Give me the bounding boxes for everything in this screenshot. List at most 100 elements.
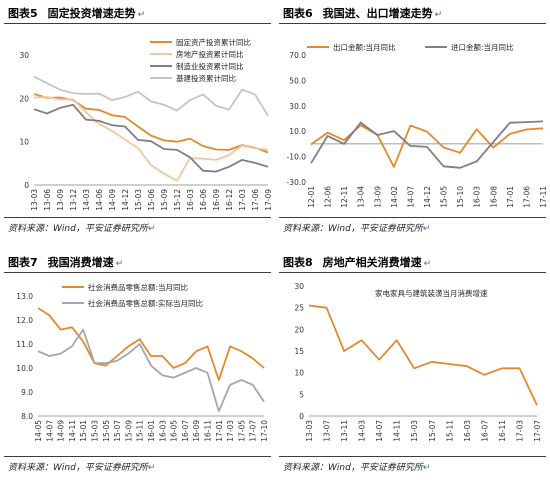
source-note: 资料来源：Wind，平安证券研究所↵ (8, 463, 156, 473)
title-rule (279, 23, 546, 24)
y-tick-label: 10.0 (16, 364, 33, 373)
x-tick-label: 15-03 (91, 420, 100, 442)
y-tick-label: 8.0 (21, 412, 33, 421)
x-tick-label: 15-09 (124, 420, 133, 442)
y-tick-label: 30.0 (289, 102, 306, 111)
x-tick-label: 17-01 (506, 186, 515, 208)
source-note: 资料来源：Wind，平安证券研究所↵ (283, 224, 431, 234)
x-tick-label: 16-01 (147, 420, 156, 442)
y-tick-label: 25 (294, 304, 304, 313)
source-note: 资料来源：Wind，平安证券研究所↵ (283, 463, 431, 473)
title-rule (4, 272, 271, 273)
x-tick-label: 14-07 (45, 420, 54, 442)
x-tick-label: 13-04 (357, 186, 366, 208)
x-tick-label: 15-09 (160, 189, 169, 211)
x-tick-label: 14-06 (95, 189, 104, 211)
y-tick-label: 5 (299, 390, 304, 399)
y-tick-label: 10 (19, 138, 29, 147)
series-line (308, 304, 538, 406)
title-rule (4, 23, 271, 24)
x-tick-label: 17-11 (539, 186, 548, 208)
y-tick-label: 20 (294, 325, 304, 334)
x-tick-label: 15-06 (147, 189, 156, 211)
x-tick-label: 17-03 (238, 189, 247, 211)
x-tick-label: 15-03 (134, 189, 143, 211)
panel-title: 图表7 我国消费增速 ↵ (8, 256, 124, 269)
x-tick-label: 13-06 (43, 189, 52, 211)
panel-real-estate-consumption: 图表8 房地产相关消费增速 ↵ 30 25 20 15 10 5 0 13-03 13-07 13-1… (275, 249, 550, 484)
x-tick-label: 12-06 (324, 186, 333, 208)
x-tick-label: 16-09 (212, 189, 221, 211)
y-tick-label: 50.0 (289, 76, 306, 85)
y-tick-label: 15 (294, 347, 304, 356)
figure-title: 房地产相关消费增速 (322, 256, 422, 269)
figure-label: 图表6 (283, 7, 313, 20)
x-tick-label: 14-09 (57, 420, 66, 442)
x-tick-label: 17-03 (515, 420, 524, 442)
x-tick-label: 14-12 (121, 189, 130, 211)
legend-label: 固定资产投资累计同比 (176, 37, 251, 47)
legend-label: 家电家具与建筑装潢当月消费增速 (375, 288, 488, 298)
y-tick-label: 10.0 (289, 127, 306, 136)
source-rule (279, 217, 546, 218)
x-tick-label: 14-05 (34, 420, 43, 442)
x-tick-label: 13-09 (373, 186, 382, 208)
x-tick-label: 15-03 (410, 420, 419, 442)
x-tick-label: 16-03 (158, 420, 167, 442)
x-tick-label: 17-10 (260, 420, 269, 442)
x-tick-label: 16-07 (181, 420, 190, 442)
figure-label: 图表7 (8, 256, 38, 269)
legend-label: 制造业投资累计同比 (176, 61, 244, 71)
x-tick-label: 16-03 (186, 189, 195, 211)
x-tick-label: 15-05 (440, 186, 449, 208)
x-tick-label: 16-05 (170, 420, 179, 442)
x-tick-label: 14-09 (108, 189, 117, 211)
x-tick-label: 14-11 (68, 420, 77, 442)
x-tick-label: 14-12 (423, 186, 432, 208)
chart-trade: 70.0 50.0 30.0 10.0 -10.0 -30.012-01 12-06 12-1… (287, 42, 548, 208)
source-rule (4, 217, 271, 218)
y-tick-label: 0 (24, 181, 29, 190)
panel-consumption: 图表7 我国消费增速 ↵ 13.0 12.0 11.0 10.0 9.0 8.0 14-05 14… (0, 249, 275, 484)
legend-label: 社会消费品零售总额:当月同比 (88, 282, 189, 292)
title-rule (279, 272, 546, 273)
x-tick-label: 15-12 (173, 189, 182, 211)
x-tick-label: 13-12 (69, 189, 78, 211)
y-tick-label: 9.0 (21, 388, 33, 397)
x-tick-label: 14-11 (393, 420, 402, 442)
figure-title: 我国消费增速 (47, 256, 114, 269)
figure-label: 图表5 (8, 7, 38, 20)
series-line (33, 103, 269, 173)
chart-real-estate-consumption: 30 25 20 15 10 5 013-03 13-07 13-11 14-03 14-07 14-… (294, 282, 542, 442)
legend-label: 房地产投资累计同比 (176, 49, 244, 59)
x-tick-label: 13-11 (340, 420, 349, 442)
x-tick-label: 16-11 (204, 420, 213, 442)
y-tick-label: 13.0 (16, 292, 33, 301)
x-tick-label: 14-03 (358, 420, 367, 442)
x-tick-label: 17-01 (215, 420, 224, 442)
x-tick-label: 16-03 (463, 420, 472, 442)
y-tick-label: -30.0 (287, 178, 307, 187)
x-tick-label: 17-07 (533, 420, 542, 442)
y-tick-label: 30 (19, 51, 29, 60)
x-tick-label: 13-03 (30, 189, 39, 211)
legend-label: 基建投资累计同比 (176, 73, 236, 83)
x-tick-label: 16-07 (480, 420, 489, 442)
x-tick-label: 12-11 (340, 186, 349, 208)
series-line (33, 75, 269, 117)
chart-fixed-investment: 0 10 20 30 13-03 13-06 13-09 13-12 14-03 14-06 14-… (19, 37, 273, 211)
x-tick-label: 13-09 (56, 189, 65, 211)
series-line (37, 328, 265, 413)
y-tick-label: 20 (19, 94, 29, 103)
y-tick-label: 0 (299, 412, 304, 421)
x-tick-label: 17-05 (237, 420, 246, 442)
x-tick-label: 14-07 (375, 420, 384, 442)
source-note: 资料来源：Wind，平安证券研究所↵ (8, 224, 156, 234)
x-tick-label: 15-05 (102, 420, 111, 442)
x-tick-label: 16-03 (473, 186, 482, 208)
x-tick-label: 17-03 (226, 420, 235, 442)
x-tick-label: 16-09 (192, 420, 201, 442)
source-rule (4, 456, 271, 457)
x-tick-label: 14-07 (406, 186, 415, 208)
y-tick-label: 70.0 (289, 51, 306, 60)
